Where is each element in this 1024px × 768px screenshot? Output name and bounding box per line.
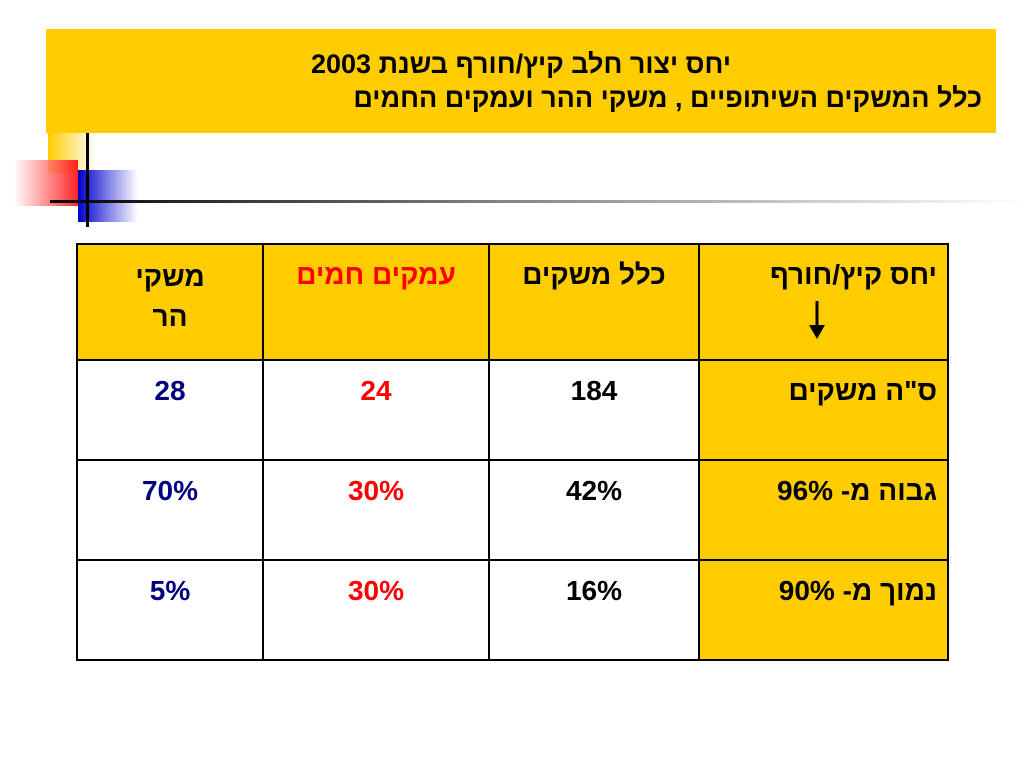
- cell-warm-valleys: 30%: [262, 559, 490, 661]
- cell-all-farms: 184: [488, 359, 700, 461]
- decor-vertical-line: [86, 133, 89, 227]
- table-row: נמוך מ- 90% 16% 30% 5%: [76, 559, 949, 661]
- summer-winter-ratio-table: יחס קיץ/חורף כלל משקים עמקים חמים משקי ה…: [76, 243, 949, 661]
- decor-red-square: [14, 160, 78, 206]
- decor-yellow-square: [48, 133, 96, 173]
- decor-horizontal-line: [50, 200, 1024, 203]
- row-label: ס"ה משקים: [698, 359, 949, 461]
- header-label-cell: יחס קיץ/חורף: [698, 243, 949, 361]
- title-banner: יחס יצור חלב קיץ/חורף בשנת 2003 כלל המשק…: [46, 29, 996, 133]
- title-line-1: יחס יצור חלב קיץ/חורף בשנת 2003: [310, 49, 732, 79]
- arrow-down-icon: [809, 301, 825, 339]
- header-warm-valleys: עמקים חמים: [262, 243, 490, 361]
- table-row: ס"ה משקים 184 24 28: [76, 359, 949, 461]
- decor-blue-square: [78, 170, 138, 222]
- row-label: נמוך מ- 90%: [698, 559, 949, 661]
- header-mountain-farms: משקי הר: [76, 243, 264, 361]
- cell-warm-valleys: 30%: [262, 459, 490, 561]
- table-header-row: יחס קיץ/חורף כלל משקים עמקים חמים משקי ה…: [76, 243, 949, 361]
- cell-mountain-farms: 70%: [76, 459, 264, 561]
- header-mountain-line-2: הר: [152, 301, 188, 332]
- cell-warm-valleys: 24: [262, 359, 490, 461]
- cell-all-farms: 42%: [488, 459, 700, 561]
- title-line-2: כלל המשקים השיתופיים , משקי ההר ועמקים ה…: [353, 83, 982, 113]
- cell-mountain-farms: 5%: [76, 559, 264, 661]
- header-all-farms: כלל משקים: [488, 243, 700, 361]
- cell-all-farms: 16%: [488, 559, 700, 661]
- header-label-text: יחס קיץ/חורף: [769, 259, 937, 290]
- header-mountain-line-1: משקי: [135, 261, 205, 292]
- cell-mountain-farms: 28: [76, 359, 264, 461]
- row-label: גבוה מ- 96%: [698, 459, 949, 561]
- table-row: גבוה מ- 96% 42% 30% 70%: [76, 459, 949, 561]
